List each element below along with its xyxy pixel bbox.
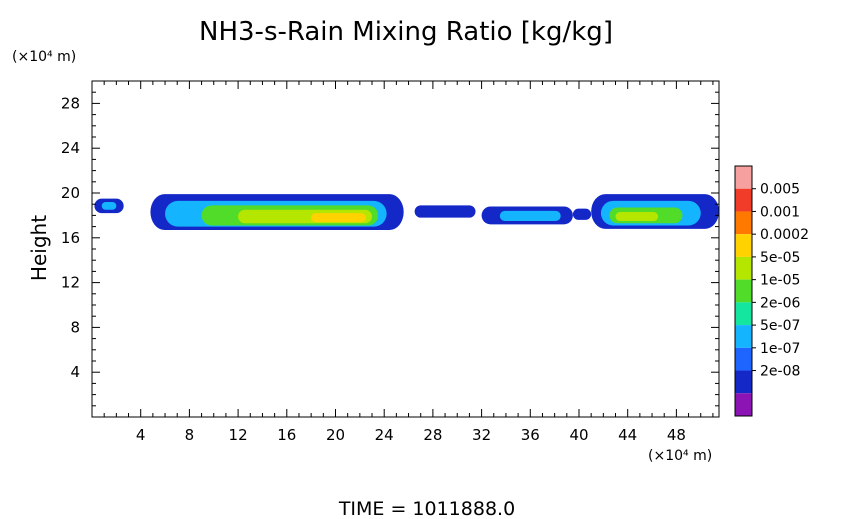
colorbar-label: 0.0002 xyxy=(760,227,809,243)
colorbar-swatch xyxy=(735,279,752,303)
x-tick-label: 36 xyxy=(521,426,540,444)
x-tick-label: 12 xyxy=(229,426,248,444)
y-tick-label: 4 xyxy=(70,363,80,381)
contour-band-1 xyxy=(101,201,117,210)
y-tick-label: 28 xyxy=(61,94,80,112)
colorbar-label: 0.005 xyxy=(760,182,800,198)
colorbar-label: 1e-07 xyxy=(760,341,800,357)
colorbar-label: 1e-05 xyxy=(760,273,800,289)
x-tick-label: 40 xyxy=(569,426,588,444)
y-tick-label: 12 xyxy=(61,274,80,292)
contour-band-10 xyxy=(572,208,592,220)
colorbar-swatch xyxy=(735,393,752,416)
contour-band-6 xyxy=(311,213,366,223)
y-tick-label: 24 xyxy=(61,139,80,157)
y-tick-label: 8 xyxy=(70,318,80,336)
y-axis-unit: (×10⁴ m) xyxy=(12,49,76,65)
y-tick-label: 16 xyxy=(61,229,80,247)
x-tick-label: 24 xyxy=(375,426,394,444)
chart-title: NH3-s-Rain Mixing Ratio [kg/kg] xyxy=(199,17,613,47)
colorbar-label: 5e-07 xyxy=(760,318,800,334)
colorbar-swatch xyxy=(735,211,752,235)
x-tick-labels: 4 8 12 16 20 24 28 32 36 40 44 48 xyxy=(136,426,686,444)
x-tick-label: 20 xyxy=(326,426,345,444)
colorbar-swatch xyxy=(735,234,752,257)
x-tick-label: 48 xyxy=(667,426,686,444)
colorbar-swatch xyxy=(735,370,752,394)
x-axis-unit: (×10⁴ m) xyxy=(648,448,712,464)
colorbar-label: 2e-08 xyxy=(760,364,800,380)
contour-field xyxy=(94,194,719,230)
colorbar-frame xyxy=(734,165,753,417)
x-tick-label: 8 xyxy=(185,426,195,444)
colorbar-labels: 0.005 0.001 0.0002 5e-05 1e-05 2e-06 5e-07 1e-0… xyxy=(752,182,809,380)
colorbar-label: 2e-06 xyxy=(760,295,800,311)
plot-frame xyxy=(91,80,720,418)
contour-band-7 xyxy=(414,205,476,218)
colorbar-swatch xyxy=(735,166,752,189)
colorbar-swatch xyxy=(735,347,752,371)
time-annotation: TIME = 1011888.0 xyxy=(338,498,515,519)
colorbar-label: 5e-05 xyxy=(760,250,800,266)
colorbar-swatch xyxy=(735,302,752,326)
axis-ticks xyxy=(92,81,719,417)
x-tick-label: 4 xyxy=(136,426,146,444)
colorbar-label: 0.001 xyxy=(760,204,800,220)
colorbar-swatch xyxy=(735,325,752,348)
y-axis-label: Height xyxy=(27,215,51,281)
contour-band-9 xyxy=(499,210,561,221)
contour-band-14 xyxy=(615,212,659,221)
colorbar xyxy=(734,165,753,417)
x-tick-label: 44 xyxy=(618,426,637,444)
y-tick-label: 20 xyxy=(61,184,80,202)
colorbar-swatch xyxy=(735,256,752,280)
colorbar-swatch xyxy=(735,188,752,212)
x-tick-label: 16 xyxy=(277,426,296,444)
x-tick-label: 32 xyxy=(472,426,491,444)
y-tick-labels: 4 8 12 16 20 24 28 xyxy=(61,94,80,381)
x-tick-label: 28 xyxy=(423,426,442,444)
